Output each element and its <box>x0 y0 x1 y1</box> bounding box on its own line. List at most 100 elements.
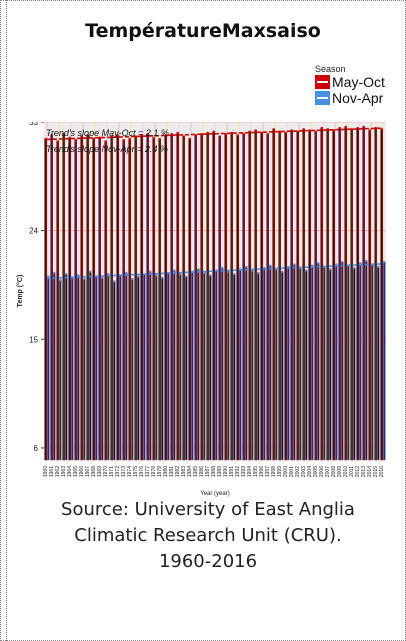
bar-cap-nov-apr <box>281 270 284 273</box>
bar-cap-may-oct <box>218 135 221 138</box>
bar-cap-may-oct <box>368 129 371 132</box>
bar-cap-nov-apr <box>251 269 254 272</box>
bar-nov-apr <box>167 272 170 461</box>
bar-cap-nov-apr <box>359 262 362 265</box>
bar-cap-nov-apr <box>305 269 308 272</box>
bar-nov-apr <box>76 275 80 461</box>
bar-may-oct <box>182 136 186 461</box>
bar-cap-nov-apr <box>335 263 338 266</box>
bar-nov-apr <box>58 279 62 461</box>
legend: Season May-Oct Nov-Apr <box>315 64 385 106</box>
bar-cap-nov-apr <box>47 275 50 278</box>
bar-may-oct <box>362 126 366 461</box>
bar-cap-may-oct <box>374 127 377 130</box>
bar-may-oct <box>56 141 59 461</box>
x-tick-label: 1992 <box>235 466 241 477</box>
legend-label-may-oct: May-Oct <box>332 74 385 90</box>
x-tick-label: 1978 <box>151 466 157 477</box>
x-tick-label: 2009 <box>337 466 343 477</box>
bar-nov-apr <box>304 270 308 461</box>
bar-nov-apr <box>221 267 224 461</box>
x-tick-label: 1991 <box>229 466 235 477</box>
bar-may-oct <box>164 134 168 461</box>
bar-cap-may-oct <box>92 137 95 140</box>
bar-cap-may-oct <box>74 139 77 142</box>
bar-nov-apr <box>185 276 188 461</box>
bar-nov-apr <box>70 277 74 461</box>
x-tick-label: 2001 <box>289 466 295 477</box>
y-tick-label: 24 <box>29 227 38 236</box>
x-tick-label: 2010 <box>343 466 349 477</box>
bar-cap-may-oct <box>314 130 317 133</box>
x-tick-label: 2000 <box>283 466 289 477</box>
bar-cap-may-oct <box>122 139 125 142</box>
bar-nov-apr <box>215 270 218 461</box>
x-tick-label: 1967 <box>85 466 91 477</box>
bar-nov-apr <box>179 273 182 461</box>
x-tick-label: 1973 <box>121 466 127 477</box>
trend-line-may-oct <box>46 127 384 141</box>
bar-cap-nov-apr <box>113 280 116 283</box>
source-line-1: Source: University of East Anglia <box>61 499 355 520</box>
bar-may-oct <box>326 128 330 461</box>
bar-cap-nov-apr <box>233 273 236 276</box>
bar-nov-apr <box>64 273 68 461</box>
bar-cap-nov-apr <box>155 274 158 277</box>
legend-item-nov-apr: Nov-Apr <box>315 90 385 106</box>
bar-cap-may-oct <box>164 134 167 137</box>
bar-nov-apr <box>346 265 350 461</box>
x-tick-label: 2012 <box>355 466 361 477</box>
bar-nov-apr <box>239 268 242 461</box>
x-tick-label: 2005 <box>313 466 319 477</box>
bar-may-oct <box>296 131 300 461</box>
bar-nov-apr <box>143 273 146 461</box>
x-tick-label: 2003 <box>301 466 307 477</box>
bar-may-oct <box>380 128 384 461</box>
legend-item-may-oct: May-Oct <box>315 74 385 90</box>
bar-may-oct <box>104 141 108 461</box>
bar-cap-may-oct <box>326 128 329 131</box>
bar-cap-may-oct <box>242 133 245 136</box>
bar-nov-apr <box>280 271 284 461</box>
bar-cap-nov-apr <box>311 264 314 267</box>
bar-may-oct <box>236 134 240 461</box>
bar-cap-may-oct <box>284 131 287 134</box>
bar-cap-may-oct <box>332 129 335 132</box>
bar-nov-apr <box>191 271 194 461</box>
bar-may-oct <box>374 127 378 461</box>
bar-nov-apr <box>322 266 326 461</box>
bar-may-oct <box>140 134 144 461</box>
bar-cap-nov-apr <box>257 271 260 274</box>
bar-nov-apr <box>113 281 116 461</box>
x-tick-label: 2002 <box>295 466 301 477</box>
bar-cap-may-oct <box>176 131 179 134</box>
bar-cap-may-oct <box>110 135 113 138</box>
bar-cap-nov-apr <box>317 262 320 265</box>
bar-nov-apr <box>382 261 386 461</box>
bar-cap-may-oct <box>44 137 47 140</box>
x-tick-label: 1987 <box>205 466 211 477</box>
x-tick-label: 1998 <box>271 466 277 477</box>
bar-cap-may-oct <box>380 128 383 131</box>
bar-may-oct <box>194 134 198 461</box>
x-tick-label: 1997 <box>265 466 271 477</box>
bar-may-oct <box>218 136 222 461</box>
x-tick-label: 1961 <box>49 466 55 477</box>
bar-nov-apr <box>286 266 290 461</box>
bar-nov-apr <box>131 278 134 461</box>
bar-may-oct <box>176 132 180 461</box>
legend-label-nov-apr: Nov-Apr <box>332 90 384 106</box>
bar-cap-nov-apr <box>377 265 380 268</box>
x-tick-label: 1986 <box>199 466 205 477</box>
bar-may-oct <box>230 132 234 461</box>
bar-cap-may-oct <box>68 136 71 139</box>
x-tick-label: 1964 <box>67 466 73 477</box>
bar-nov-apr <box>101 277 104 461</box>
bar-cap-may-oct <box>230 131 233 134</box>
bar-may-oct <box>308 130 312 461</box>
legend-title: Season <box>315 64 346 74</box>
bar-cap-may-oct <box>362 125 365 128</box>
x-tick-label: 1994 <box>247 466 253 477</box>
bar-cap-nov-apr <box>329 268 332 271</box>
bar-nov-apr <box>227 271 230 461</box>
